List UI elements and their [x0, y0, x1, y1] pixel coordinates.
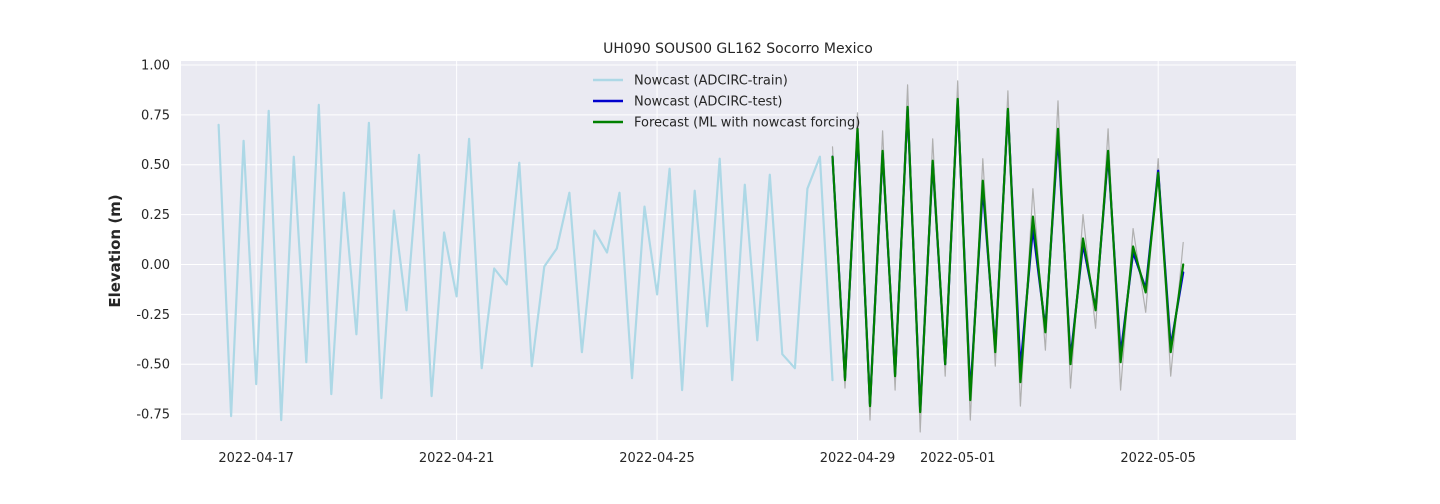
y-tick-label: 0.00 — [141, 258, 170, 273]
legend-label: Forecast (ML with nowcast forcing) — [634, 116, 860, 131]
x-tick-label: 2022-04-21 — [419, 451, 495, 466]
series-line-3 — [831, 97, 1185, 414]
y-tick-label: 0.75 — [141, 108, 170, 123]
series-line-0 — [217, 103, 834, 422]
y-tick-label: 0.25 — [141, 208, 170, 223]
tick-labels: 2022-04-17 2022-04-21 2022-04-25 2022-04-29… — [136, 58, 1196, 466]
x-tick-label: 2022-05-01 — [920, 451, 996, 466]
grid — [181, 61, 1296, 440]
legend: Nowcast (ADCIRC-train) Nowcast (ADCIRC-te… — [593, 74, 860, 131]
x-tick-label: 2022-04-17 — [218, 451, 294, 466]
y-tick-label: 1.00 — [141, 58, 170, 73]
x-tick-label: 2022-04-25 — [619, 451, 695, 466]
x-tick-label: 2022-04-29 — [820, 451, 896, 466]
chart-title: UH090 SOUS00 GL162 Socorro Mexico — [603, 41, 873, 57]
x-tick-label: 2022-05-05 — [1120, 451, 1196, 466]
y-tick-label: 0.50 — [141, 158, 170, 173]
legend-label: Nowcast (ADCIRC-train) — [634, 74, 788, 89]
y-axis-label: Elevation (m) — [106, 194, 124, 307]
legend-label: Nowcast (ADCIRC-test) — [634, 95, 783, 110]
y-tick-label: -0.75 — [136, 408, 170, 423]
plot-background — [181, 61, 1296, 440]
y-tick-label: -0.50 — [136, 358, 170, 373]
series-layer — [217, 80, 1185, 433]
y-tick-label: -0.25 — [136, 308, 170, 323]
